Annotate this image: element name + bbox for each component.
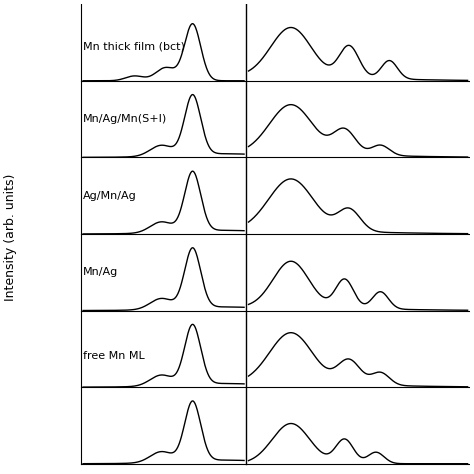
Text: free Mn ML: free Mn ML [83, 352, 145, 362]
Text: Mn/Ag: Mn/Ag [83, 267, 118, 277]
Text: Mn/Ag/Mn(S+I): Mn/Ag/Mn(S+I) [83, 114, 167, 124]
Y-axis label: Intensity (arb. units): Intensity (arb. units) [4, 173, 17, 301]
Text: Mn thick film (bct): Mn thick film (bct) [83, 41, 185, 51]
Text: Ag/Mn/Ag: Ag/Mn/Ag [83, 191, 137, 201]
